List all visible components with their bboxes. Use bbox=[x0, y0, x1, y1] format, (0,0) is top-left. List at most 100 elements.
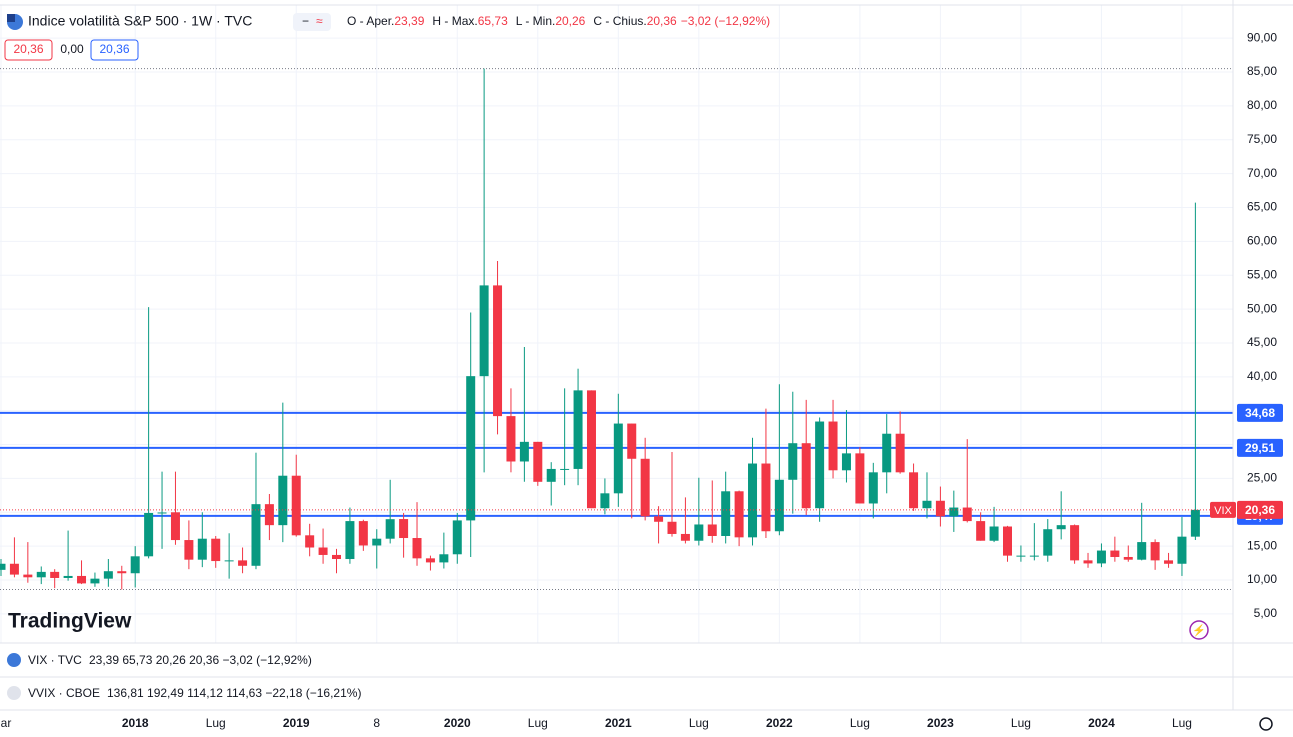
candle-body bbox=[1070, 525, 1080, 561]
candle-body bbox=[546, 468, 556, 482]
candle-body bbox=[922, 500, 932, 509]
price-axis: 5,0010,0015,0020,0025,0030,0035,0040,004… bbox=[1210, 30, 1283, 620]
candle-body bbox=[345, 521, 355, 560]
hline-label: 34,68 bbox=[1245, 406, 1275, 420]
candle-body bbox=[251, 504, 261, 566]
candle-body bbox=[788, 443, 798, 480]
candle-body bbox=[989, 526, 999, 541]
candle-body bbox=[694, 524, 704, 541]
ohlc-value: 20,26 bbox=[555, 14, 585, 28]
candle-body bbox=[761, 463, 771, 532]
candle-body bbox=[841, 453, 851, 471]
ohlc-value: 65,73 bbox=[478, 14, 508, 28]
toggle-icon: − bbox=[302, 14, 309, 28]
candle-body bbox=[613, 423, 623, 494]
spread-value: 0,00 bbox=[60, 42, 84, 56]
candle-body bbox=[962, 507, 972, 522]
candle-body bbox=[1043, 529, 1053, 556]
candle-body bbox=[1096, 550, 1106, 564]
candle-body bbox=[828, 421, 838, 471]
price-label: 20,36 bbox=[1245, 503, 1275, 517]
candle-body bbox=[305, 535, 315, 548]
candle-body bbox=[372, 538, 382, 546]
toggle-icon: ≈ bbox=[316, 14, 323, 28]
candle-body bbox=[0, 563, 6, 570]
candle-body bbox=[506, 416, 516, 462]
candle-body bbox=[332, 554, 341, 560]
candle-body bbox=[1177, 536, 1187, 564]
ask-value: 20,36 bbox=[99, 42, 129, 56]
x-tick-label: 2020 bbox=[444, 716, 471, 730]
x-tick-label: 2024 bbox=[1088, 716, 1115, 730]
y-tick-label: 55,00 bbox=[1247, 267, 1277, 281]
candle-body bbox=[721, 491, 731, 536]
y-tick-label: 60,00 bbox=[1247, 234, 1277, 248]
candle-body bbox=[77, 575, 87, 584]
candle-body bbox=[1110, 550, 1120, 557]
candle-body bbox=[211, 538, 221, 562]
bid-box bbox=[4, 39, 53, 61]
candle-body bbox=[238, 560, 248, 566]
candle-body bbox=[600, 493, 610, 509]
lightning-button[interactable] bbox=[1189, 620, 1209, 640]
compare-symbol: VIX · TVC bbox=[28, 653, 82, 667]
y-tick-label: 45,00 bbox=[1247, 335, 1277, 349]
y-tick-label: 40,00 bbox=[1247, 369, 1277, 383]
candle-body bbox=[63, 575, 73, 578]
candle-body bbox=[1003, 526, 1012, 556]
candle-body bbox=[895, 433, 905, 473]
flag-icon bbox=[7, 653, 21, 667]
toggle-button[interactable] bbox=[293, 13, 331, 31]
x-tick-label: Lug bbox=[528, 716, 548, 730]
candle-body bbox=[801, 443, 811, 509]
candle-body bbox=[707, 524, 717, 536]
candle-body bbox=[493, 285, 503, 417]
candle-body bbox=[1150, 542, 1160, 561]
x-tick-label: 2019 bbox=[283, 716, 310, 730]
candle-body bbox=[976, 521, 986, 541]
y-tick-label: 65,00 bbox=[1247, 200, 1277, 214]
ohlc-value: 20,36 bbox=[647, 14, 677, 28]
candle-body bbox=[882, 433, 892, 473]
x-tick-label: Lug bbox=[1011, 716, 1031, 730]
symbol-label: VIX bbox=[1214, 505, 1232, 517]
bid-value: 20,36 bbox=[13, 42, 43, 56]
compare-values: 23,39 65,73 20,26 20,36 −3,02 (−12,92%) bbox=[89, 653, 312, 667]
hline-tag bbox=[1237, 438, 1283, 457]
candle-body bbox=[1190, 509, 1200, 537]
candle-body bbox=[90, 578, 100, 584]
candle-body bbox=[278, 475, 288, 526]
candle-body bbox=[197, 538, 207, 560]
plot bbox=[0, 68, 1233, 590]
candle-body bbox=[654, 516, 664, 522]
candle-body bbox=[855, 453, 865, 504]
settings-button[interactable] bbox=[1259, 717, 1273, 731]
x-tick-label: 2021 bbox=[605, 716, 632, 730]
y-tick-label: 15,00 bbox=[1247, 538, 1277, 552]
candle-body bbox=[452, 520, 462, 555]
candle-body bbox=[291, 475, 301, 536]
candle-body bbox=[935, 500, 945, 517]
candle-body bbox=[573, 390, 583, 469]
symbol-tag bbox=[1210, 501, 1236, 518]
candle-body bbox=[9, 563, 19, 575]
y-tick-label: 80,00 bbox=[1247, 98, 1277, 112]
candle-body bbox=[680, 533, 690, 541]
candle-body bbox=[50, 571, 60, 578]
y-tick-label: 85,00 bbox=[1247, 64, 1277, 78]
candle-body bbox=[586, 390, 596, 509]
candle-body bbox=[560, 468, 570, 470]
candle-body bbox=[1164, 560, 1174, 564]
y-tick-label: 70,00 bbox=[1247, 166, 1277, 180]
y-tick-label: 90,00 bbox=[1247, 30, 1277, 44]
x-tick-label: Lug bbox=[689, 716, 709, 730]
candle-body bbox=[774, 479, 784, 532]
x-tick-label: 2023 bbox=[927, 716, 954, 730]
candle-body bbox=[264, 504, 274, 526]
x-tick-label: Mar bbox=[0, 716, 11, 730]
candle-body bbox=[1123, 556, 1133, 560]
candle-body bbox=[425, 558, 435, 563]
ohlc-label: H - Max. bbox=[432, 14, 477, 28]
